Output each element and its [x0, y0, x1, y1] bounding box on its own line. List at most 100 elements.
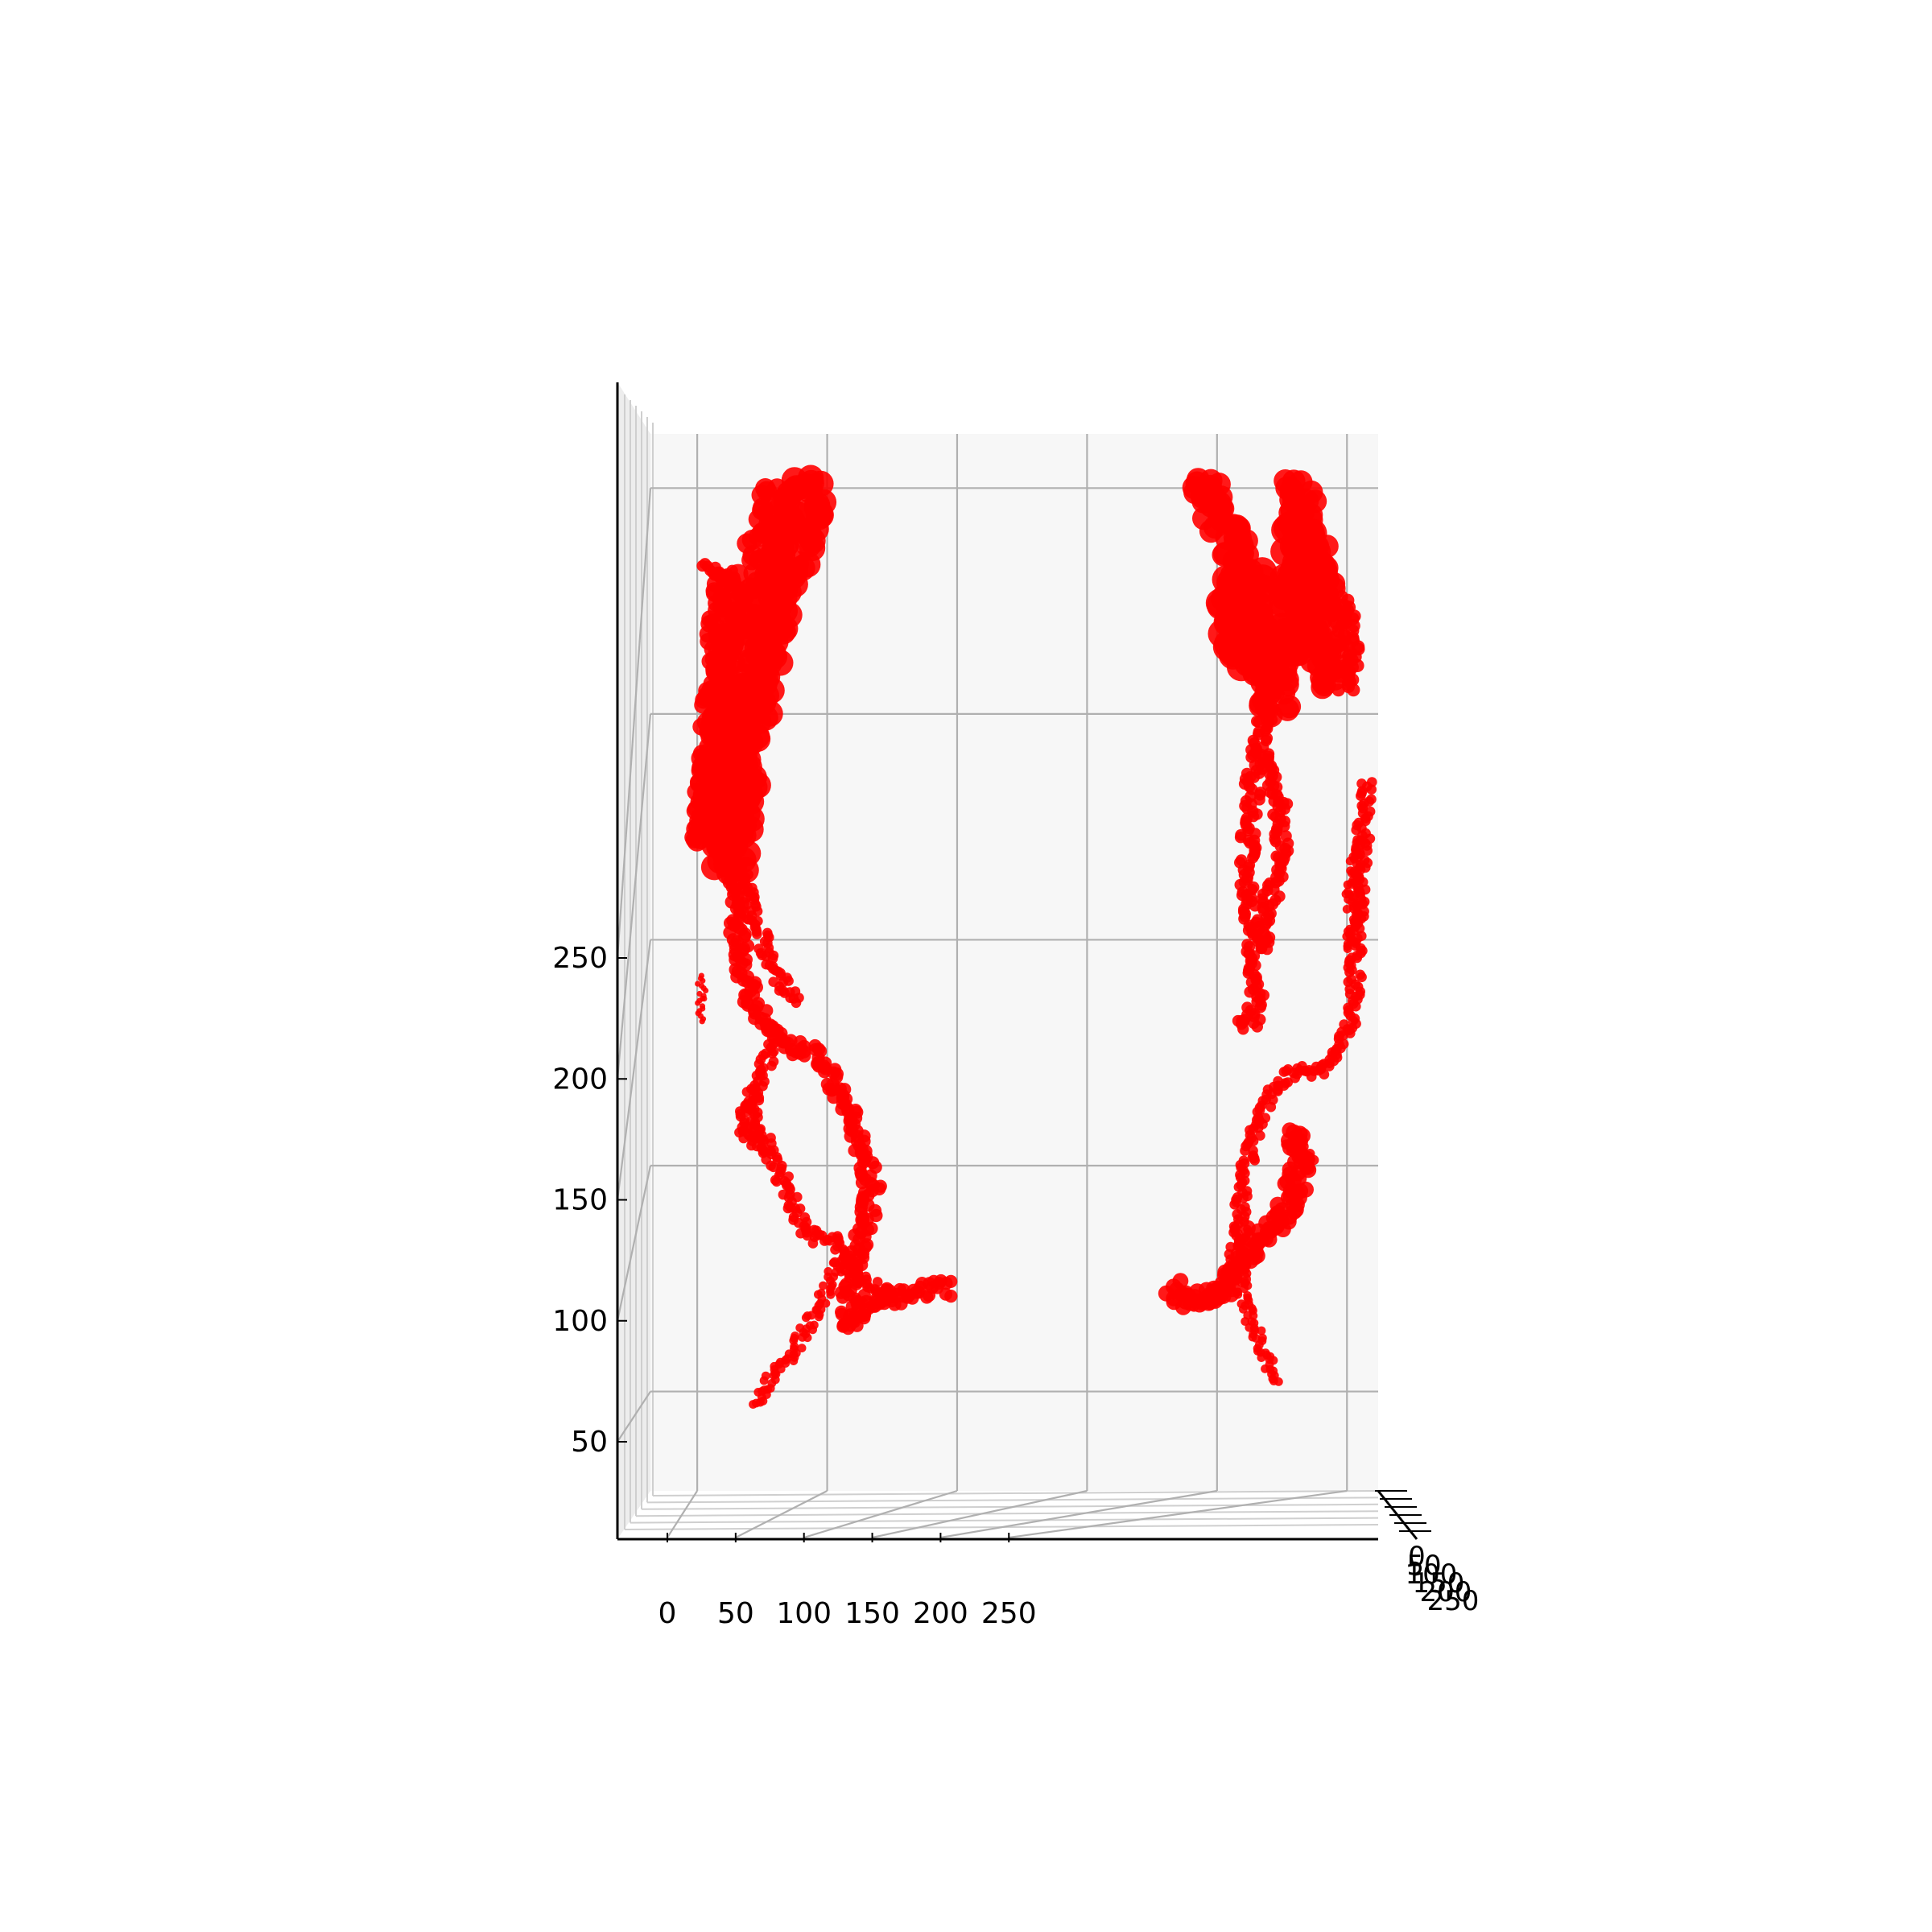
- scatter-point: [1296, 1137, 1307, 1147]
- scatter-point: [844, 1308, 857, 1322]
- scatter-point: [1191, 1295, 1199, 1303]
- scatter-point: [836, 1290, 849, 1304]
- z-tick-label: 250: [552, 942, 608, 975]
- scatter-point: [1356, 791, 1366, 801]
- z-tick-label: 200: [552, 1063, 608, 1096]
- z-tick-label: 150: [552, 1184, 608, 1217]
- scatter-point: [685, 831, 704, 848]
- scatter-point: [699, 1018, 705, 1025]
- scatter-point: [1302, 1163, 1312, 1174]
- scatter-point: [1232, 1014, 1245, 1027]
- floor-pane-edge: [646, 1496, 1379, 1504]
- scatter-point: [715, 860, 729, 874]
- scatter-point: [701, 996, 708, 1002]
- scatter-point: [1288, 1130, 1299, 1141]
- floor-pane-edge: [635, 1510, 1379, 1517]
- scatter-point: [1262, 668, 1275, 680]
- x-tick-label: 200: [913, 1597, 968, 1630]
- z-tick-label: 100: [552, 1305, 608, 1338]
- scatter-point: [1276, 664, 1289, 676]
- scatter-point: [1345, 857, 1355, 866]
- scatter-point: [1183, 1298, 1191, 1307]
- scatter-point: [1347, 683, 1360, 697]
- scatter-point: [1283, 510, 1313, 539]
- scatter-point: [944, 1274, 958, 1288]
- scatter-point: [1233, 1290, 1243, 1299]
- scatter-points: [684, 464, 1377, 1409]
- scatter-point: [783, 976, 794, 986]
- scatter-point: [759, 1146, 770, 1157]
- scatter-point: [1327, 598, 1341, 612]
- scatter-point: [819, 1281, 828, 1290]
- floor-gridline: [940, 1489, 1218, 1539]
- scatter-point: [729, 571, 741, 583]
- scatter-point: [1362, 845, 1373, 856]
- scatter-point: [1281, 1139, 1291, 1150]
- scatter-point: [852, 1278, 864, 1288]
- side-gridline: [617, 1390, 651, 1443]
- scatter-point: [766, 1060, 777, 1071]
- scatter-point: [1353, 886, 1363, 895]
- scatter-point: [1366, 784, 1377, 795]
- scatter-point: [1241, 1317, 1250, 1326]
- scatter-point: [808, 1325, 817, 1335]
- side-gridline: [616, 713, 652, 1080]
- scatter-point: [1249, 1155, 1260, 1166]
- scatter-point: [830, 1245, 840, 1255]
- scatter-point: [1356, 972, 1367, 983]
- floor-gridline: [1009, 1489, 1348, 1539]
- scatter-point: [695, 1000, 701, 1006]
- scatter-point: [1354, 865, 1363, 873]
- scatter-point: [766, 1138, 777, 1149]
- scatter-point: [1248, 1010, 1261, 1023]
- y-tick-label: 50: [1406, 1550, 1441, 1582]
- scatter-point: [1331, 683, 1345, 697]
- scatter-point: [1274, 1377, 1283, 1386]
- scatter-point: [1242, 1269, 1252, 1278]
- y-tick-label: 250: [1427, 1585, 1480, 1617]
- scatter-point: [1356, 850, 1365, 860]
- side-gridline: [616, 1165, 652, 1321]
- scatter-point: [1257, 1326, 1266, 1335]
- scatter-point: [1278, 1067, 1290, 1077]
- scatter-point: [798, 1333, 807, 1342]
- scatter-point: [797, 1344, 807, 1352]
- scatter-point: [944, 1290, 958, 1303]
- tick-labels: 0 50 100 150 200 2505010015020025005010015020…: [552, 942, 1479, 1630]
- x-tick-label: 150: [844, 1597, 900, 1630]
- y-tick-label: 0: [1408, 1541, 1426, 1573]
- scatter-point: [888, 1293, 898, 1303]
- y-tick-label: 150: [1413, 1567, 1465, 1600]
- y-tick-label: 200: [1420, 1576, 1472, 1608]
- scatter-point: [1343, 880, 1352, 890]
- scatter-point: [1240, 1146, 1250, 1156]
- scatter-point: [1231, 1261, 1241, 1272]
- scatter-point: [771, 1176, 782, 1187]
- scatter-point: [807, 1238, 819, 1249]
- floor-pane-edge: [652, 1490, 1379, 1496]
- floor-gridline: [803, 1489, 958, 1539]
- scatter-point: [801, 1313, 811, 1323]
- scatter-point: [1170, 1292, 1178, 1300]
- y-tick-label: 100: [1406, 1558, 1458, 1591]
- scatter-point: [828, 1258, 838, 1268]
- scatter-point: [759, 1376, 769, 1385]
- scatter-point: [1265, 1101, 1277, 1113]
- scatter-point: [1342, 905, 1352, 914]
- axis-lines: [616, 382, 1431, 1542]
- scatter-point: [700, 977, 706, 984]
- z-tick-label: 50: [571, 1426, 608, 1459]
- floor-gridline: [735, 1490, 828, 1538]
- side-gridline: [616, 939, 652, 1200]
- scatter-point: [826, 1290, 836, 1299]
- floor-gridline: [872, 1489, 1088, 1539]
- scatter-point: [1347, 869, 1356, 878]
- scatter-point: [1240, 1284, 1249, 1294]
- scatter-point: [708, 840, 729, 861]
- scatter-point: [700, 827, 718, 845]
- x-tick-label: 100: [776, 1597, 832, 1630]
- scatter-point: [768, 1162, 779, 1173]
- scatter-point: [752, 929, 762, 939]
- scatter-point: [749, 1400, 758, 1409]
